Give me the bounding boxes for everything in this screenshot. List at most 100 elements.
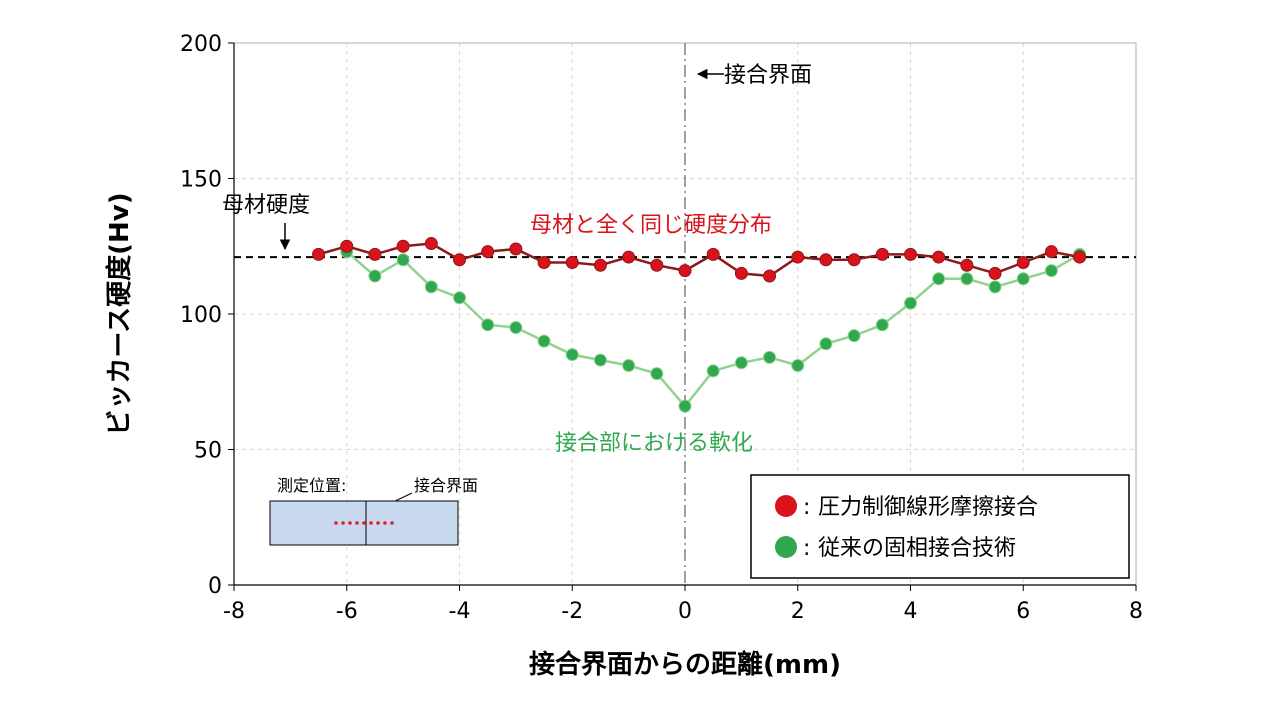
data-point bbox=[706, 247, 720, 261]
legend-separator-friction: : bbox=[803, 495, 810, 520]
data-point bbox=[537, 256, 551, 270]
data-point bbox=[650, 367, 664, 381]
interface-label: 接合界面 bbox=[724, 63, 812, 88]
data-point bbox=[593, 353, 607, 367]
inset-title: 測定位置: bbox=[277, 476, 346, 495]
legend: : 圧力制御線形摩擦接合 : 従来の固相接合技術 bbox=[750, 474, 1130, 579]
data-point bbox=[396, 239, 410, 253]
data-point bbox=[904, 247, 917, 261]
x-tick-label: 0 bbox=[678, 599, 692, 624]
legend-label-conventional: 従来の固相接合技術 bbox=[818, 536, 1016, 561]
measurement-dot bbox=[355, 521, 359, 525]
y-axis-title: ビッカース硬度(Hv) bbox=[104, 192, 135, 435]
data-point bbox=[904, 296, 917, 310]
legend-separator-conventional: : bbox=[803, 536, 810, 561]
data-point bbox=[734, 266, 748, 280]
base-hardness-annotation: 母材硬度 bbox=[222, 193, 310, 251]
measurement-dot bbox=[369, 521, 373, 525]
base-hardness-label: 母材硬度 bbox=[222, 193, 310, 218]
legend-marker-conventional bbox=[775, 536, 797, 558]
x-tick-label: -4 bbox=[449, 599, 471, 624]
data-point bbox=[368, 247, 382, 261]
data-point bbox=[424, 237, 438, 251]
green-series-note: 接合部における軟化 bbox=[555, 431, 753, 456]
series-conventional bbox=[340, 245, 1087, 413]
measurement-dot bbox=[341, 521, 345, 525]
x-axis-title: 接合界面からの距離(mm) bbox=[529, 649, 841, 680]
data-point bbox=[1044, 245, 1058, 259]
measurement-dot bbox=[390, 521, 394, 525]
legend-label-friction: 圧力制御線形摩擦接合 bbox=[818, 495, 1038, 520]
data-point bbox=[396, 253, 410, 267]
data-point bbox=[340, 239, 354, 253]
data-point bbox=[678, 264, 692, 278]
data-point bbox=[593, 258, 607, 272]
data-point bbox=[1044, 264, 1058, 278]
data-point bbox=[763, 269, 777, 283]
data-point bbox=[368, 269, 382, 283]
y-tick-label: 200 bbox=[180, 32, 222, 57]
data-point bbox=[1016, 256, 1030, 270]
x-tick-label: 6 bbox=[1016, 599, 1030, 624]
y-tick-label: 100 bbox=[180, 303, 222, 328]
measurement-position-inset: 測定位置: 接合界面 bbox=[269, 476, 478, 546]
data-point bbox=[650, 258, 664, 272]
inset-interface-label: 接合界面 bbox=[414, 476, 478, 495]
x-tick-label: 2 bbox=[791, 599, 805, 624]
data-point bbox=[819, 337, 833, 351]
measurement-dot bbox=[376, 521, 380, 525]
measurement-dot bbox=[383, 521, 387, 525]
measurement-dot bbox=[348, 521, 352, 525]
x-tick-label: 8 bbox=[1129, 599, 1143, 624]
y-tick-label: 50 bbox=[194, 439, 222, 464]
tick-labels: -8 -6 -4 -2 0 2 4 6 8 0 50 100 150 200 bbox=[180, 32, 1143, 624]
data-point bbox=[424, 280, 438, 294]
interface-annotation: 接合界面 bbox=[696, 63, 812, 88]
data-point bbox=[678, 399, 692, 413]
legend-marker-friction bbox=[775, 495, 797, 517]
data-point bbox=[960, 272, 974, 286]
measurement-dot bbox=[362, 521, 366, 525]
measurement-dot bbox=[334, 521, 338, 525]
series-friction bbox=[312, 237, 1087, 283]
data-point bbox=[509, 242, 523, 256]
data-point bbox=[847, 329, 861, 343]
x-tick-label: 4 bbox=[904, 599, 918, 624]
measurement-dots bbox=[334, 521, 394, 525]
data-point bbox=[734, 356, 748, 370]
data-point bbox=[988, 266, 1002, 280]
data-point bbox=[1073, 250, 1087, 264]
data-point bbox=[706, 364, 720, 378]
data-point bbox=[791, 250, 805, 264]
x-tick-label: -8 bbox=[223, 599, 245, 624]
data-point bbox=[988, 280, 1002, 294]
data-point bbox=[453, 291, 466, 305]
data-point bbox=[763, 350, 777, 364]
data-point bbox=[509, 321, 523, 335]
data-point bbox=[875, 247, 889, 261]
data-point bbox=[960, 258, 974, 272]
x-tick-label: -2 bbox=[561, 599, 583, 624]
y-tick-label: 150 bbox=[180, 168, 222, 193]
data-point bbox=[453, 253, 466, 267]
data-point bbox=[622, 358, 636, 372]
data-point bbox=[312, 247, 326, 261]
data-point bbox=[819, 253, 833, 267]
data-point bbox=[875, 318, 889, 332]
data-point bbox=[932, 250, 946, 264]
data-point bbox=[537, 334, 551, 348]
data-point bbox=[791, 358, 805, 372]
data-point bbox=[622, 250, 636, 264]
red-series-note: 母材と全く同じ硬度分布 bbox=[530, 213, 772, 238]
data-point bbox=[481, 245, 495, 259]
data-point bbox=[481, 318, 495, 332]
data-point bbox=[847, 253, 861, 267]
series-line bbox=[318, 242, 1080, 278]
y-tick-label: 0 bbox=[208, 574, 222, 599]
data-point bbox=[932, 272, 946, 286]
data-point bbox=[565, 348, 579, 362]
data-point bbox=[565, 256, 579, 270]
legend-box bbox=[750, 474, 1130, 579]
data-point bbox=[1016, 272, 1030, 286]
